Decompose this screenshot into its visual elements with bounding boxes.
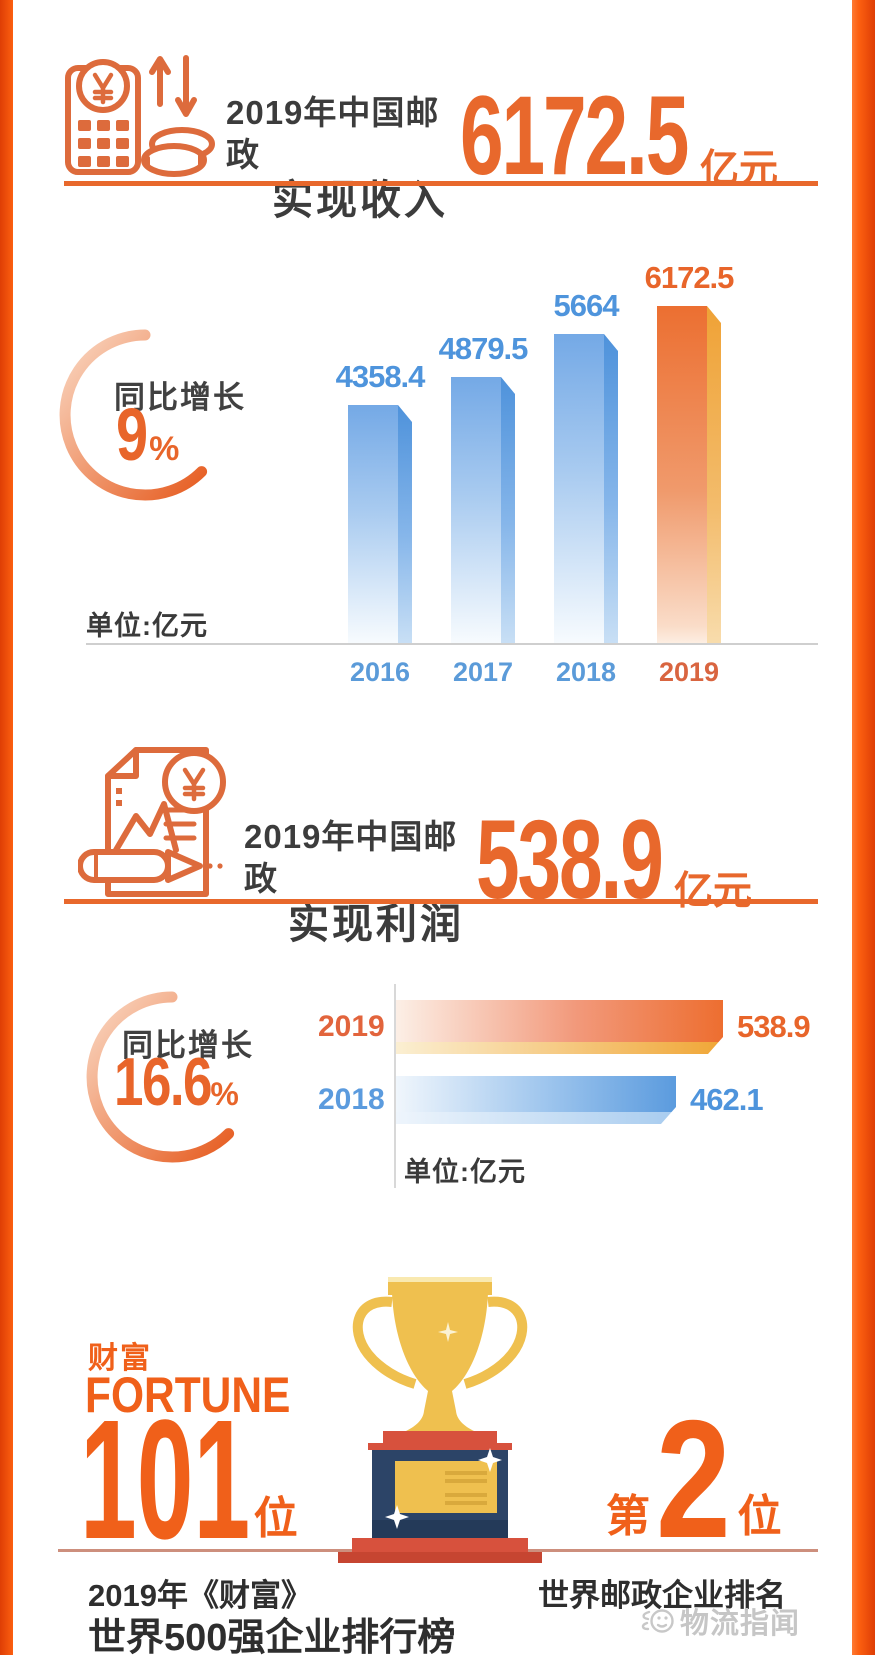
revenue-growth-percent: % [149, 429, 180, 468]
bar-year-label: 2017 [452, 657, 514, 687]
bar-value-label: 462.1 [690, 1082, 764, 1117]
bar-side-highlight [501, 377, 515, 643]
fortune-chinese-label: 财富 [88, 1342, 152, 1375]
bar-row: 2018 462.1 [318, 1076, 858, 1124]
bar-column: 4879.5 2017 [439, 250, 529, 687]
bar-value-label: 538.9 [737, 1009, 811, 1044]
profit-unit-label: 单位:亿元 [404, 1157, 526, 1187]
profit-axis-line [394, 984, 396, 1188]
calculator-yuan-icon [65, 55, 215, 177]
bar-row: 2019 538.9 [318, 1000, 858, 1054]
bar [396, 1076, 676, 1124]
bar-column: 4358.4 2016 [336, 250, 426, 687]
logistics-mascot-icon [641, 1609, 674, 1633]
bar-side-highlight [396, 1042, 723, 1054]
profit-growth-percent: % [210, 1076, 239, 1113]
bar-year-label: 2019 [318, 1010, 385, 1043]
bar-value-label: 4879.5 [438, 331, 529, 366]
profit-growth-value-row: 16.6 % [114, 1044, 239, 1120]
bar [348, 405, 412, 643]
bar-value-label: 4358.4 [335, 359, 426, 394]
growth-ring-revenue [59, 329, 208, 501]
bar-side-highlight [396, 1112, 676, 1124]
bar-side-highlight [604, 334, 618, 643]
revenue-title-line1: 2019年中国邮政 [226, 94, 440, 173]
bar-body [396, 1000, 723, 1042]
bar-body [554, 334, 604, 643]
bar-value-label: 6172.5 [644, 260, 735, 295]
revenue-title: 2019年中国邮政 实现收入 [226, 92, 448, 224]
revenue-unit-label: 单位:亿元 [86, 611, 208, 641]
watermark-text: 物流指闻 [680, 1608, 801, 1640]
world-rank-number: 101 [80, 1385, 251, 1575]
postal-rank-prefix: 第 [606, 1492, 650, 1542]
watermark: 物流指闻 [638, 1600, 800, 1642]
profit-unit: 亿元 [674, 870, 753, 913]
revenue-growth-label: 同比增长 [114, 380, 246, 415]
bar-value-label: 5664 [553, 288, 620, 323]
postal-rank-row: 第 2 位 [606, 1385, 782, 1573]
revenue-divider [64, 181, 818, 186]
bar-body [348, 405, 398, 643]
profit-value: 538.9 [476, 797, 664, 922]
profit-bars: 2019 538.9 2018 462.1 [318, 1000, 858, 1146]
revenue-bars: 4358.4 2016 4879.5 2017 5664 2018 6172.5 2019 [330, 250, 828, 687]
profit-growth-value: 16.6 [114, 1044, 213, 1120]
bar-body [451, 377, 501, 643]
profit-title: 2019年中国邮政 实现利润 [244, 816, 464, 948]
profit-title-line1: 2019年中国邮政 [244, 818, 458, 897]
profit-title-line2: 实现利润 [288, 901, 464, 947]
bar-body [396, 1076, 676, 1112]
postal-rank-caption: 世界邮政企业排名 [538, 1578, 786, 1613]
growth-ring-profit [86, 991, 235, 1163]
bar-year-label: 2018 [555, 657, 617, 687]
bar-body [657, 306, 707, 643]
gold-trophy-illustration [338, 1277, 542, 1563]
bar-side-highlight [398, 405, 412, 643]
fortune-caption-line2: 世界500强企业排行榜 [88, 1617, 456, 1655]
right-border-decoration [852, 0, 875, 1655]
bar-column: 6172.5 2019 [645, 250, 735, 687]
profit-divider [64, 899, 818, 904]
profit-growth-label: 同比增长 [122, 1028, 254, 1063]
fortune-logo-text: FORTUNE [85, 1367, 291, 1423]
world-rank-row: 101 位 [80, 1385, 298, 1575]
bar [657, 306, 721, 643]
bar-side-highlight [707, 306, 721, 643]
revenue-axis-baseline [86, 643, 818, 645]
fortune-caption-line1: 2019年《财富》 [88, 1578, 312, 1613]
bar [554, 334, 618, 643]
document-pencil-yuan-icon [78, 747, 226, 897]
bar-year-label: 2016 [349, 657, 411, 687]
bar-year-label: 2019 [658, 657, 720, 687]
bar [396, 1000, 723, 1054]
revenue-growth-value-row: 9 % [116, 393, 180, 476]
postal-rank-number: 2 [656, 1385, 731, 1573]
revenue-value: 6172.5 [460, 73, 689, 198]
revenue-growth-value: 9 [116, 393, 148, 476]
bar-year-label: 2018 [318, 1083, 385, 1116]
world-rank-suffix: 位 [253, 1494, 298, 1543]
bar [451, 377, 515, 643]
postal-rank-suffix: 位 [737, 1492, 782, 1542]
left-border-decoration [0, 0, 13, 1655]
bar-column: 5664 2018 [553, 250, 620, 687]
